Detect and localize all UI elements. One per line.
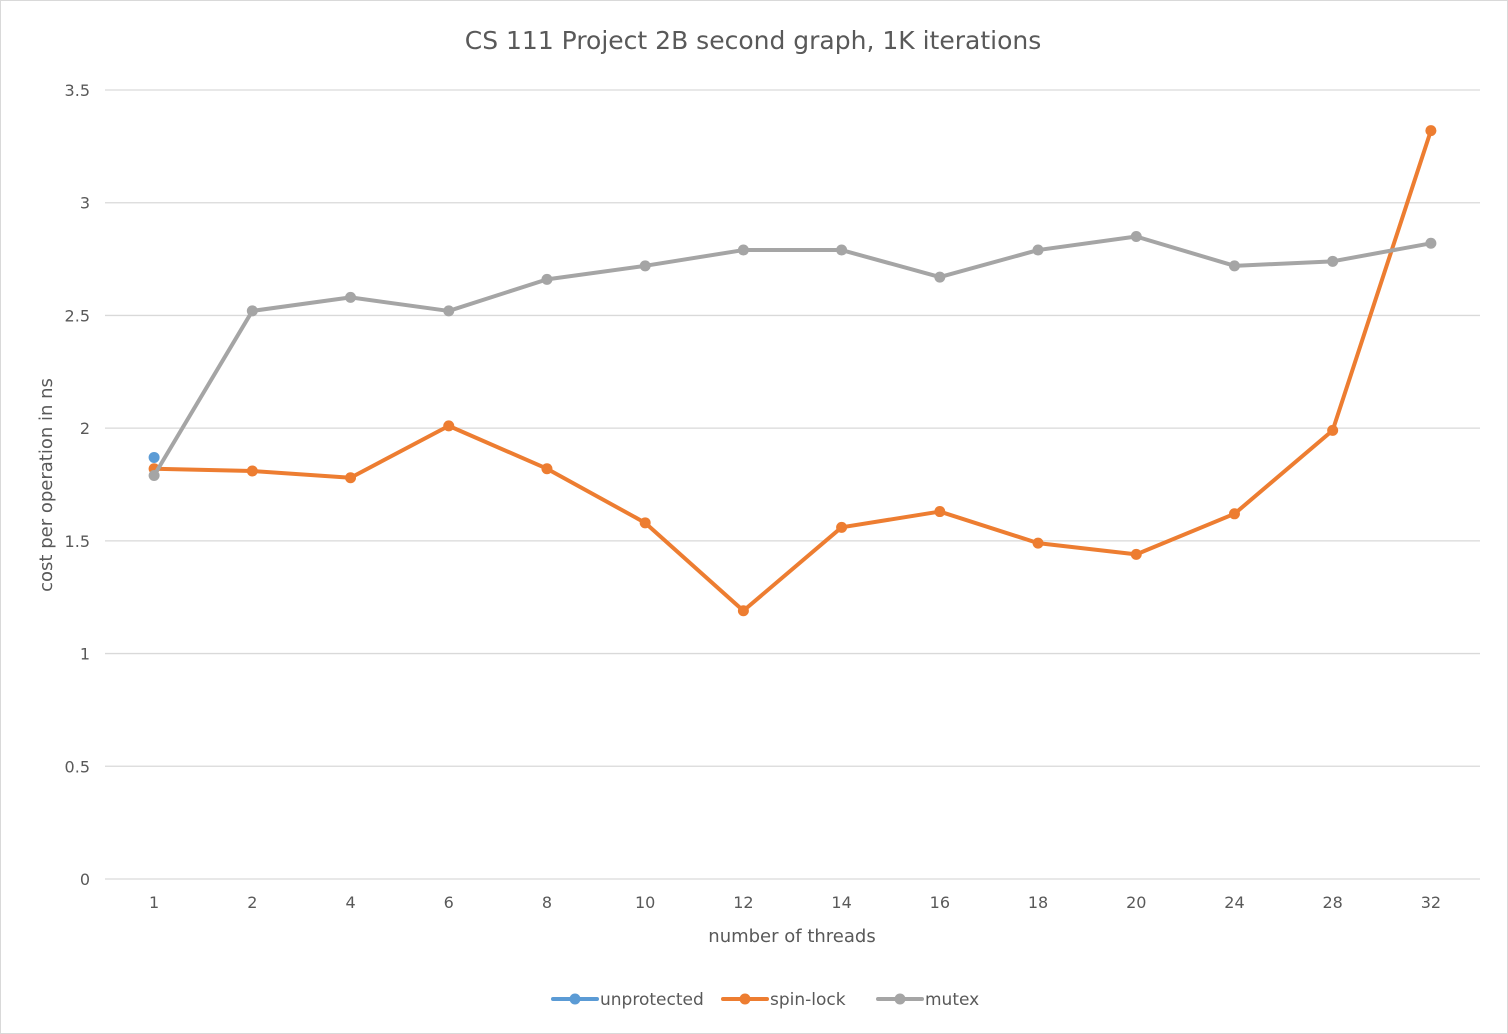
data-point-spin-lock [1228,508,1240,520]
y-tick-label: 2.5 [65,306,90,325]
data-point-spin-lock [246,465,258,477]
data-point-spin-lock [443,420,455,432]
x-tick-label: 6 [444,893,454,912]
x-tick-label: 20 [1126,893,1146,912]
y-tick-label: 3.5 [65,81,90,100]
y-tick-label: 2 [80,419,90,438]
data-point-spin-lock [1032,537,1044,549]
data-point-mutex [148,469,160,481]
data-point-spin-lock [836,521,848,533]
data-point-spin-lock [1327,424,1339,436]
x-axis-ticks: 1 2 4 6 8 10 12 14 16 18 20 24 28 32 [149,893,1441,912]
legend: unprotected spin-lock mutex [551,990,979,1010]
legend-marker [894,993,906,1005]
y-tick-label: 0.5 [65,757,90,776]
data-point-spin-lock [1425,125,1437,137]
legend-item-unprotected: unprotected [551,990,704,1010]
legend-label: mutex [925,990,979,1010]
data-point-mutex [1425,237,1437,249]
gridlines [105,89,1480,880]
x-tick-label: 4 [345,893,355,912]
series-unprotected [148,451,160,463]
data-point-mutex [1228,260,1240,272]
data-point-mutex [737,244,749,256]
x-axis-title: number of threads [708,926,875,947]
data-point-unprotected [148,451,160,463]
x-tick-label: 24 [1224,893,1244,912]
data-point-mutex [1327,255,1339,267]
legend-label: unprotected [600,990,704,1010]
series-spin-lock [148,125,1437,617]
legend-item-spin-lock: spin-lock [721,990,846,1010]
data-point-mutex [639,260,651,272]
data-point-spin-lock [639,517,651,529]
series-line-spin-lock [152,128,1433,613]
data-point-mutex [246,305,258,317]
data-point-mutex [443,305,455,317]
legend-item-mutex: mutex [876,990,979,1010]
x-tick-label: 28 [1322,893,1342,912]
data-point-mutex [836,244,848,256]
legend-label: spin-lock [770,990,846,1010]
x-tick-label: 14 [831,893,851,912]
x-tick-label: 2 [247,893,257,912]
legend-marker [569,993,581,1005]
y-axis-ticks: 0 0.5 1 1.5 2 2.5 3 3.5 [65,81,90,889]
x-tick-label: 1 [149,893,159,912]
chart-title: CS 111 Project 2B second graph, 1K itera… [465,26,1042,55]
data-point-mutex [934,271,946,283]
data-point-spin-lock [345,472,357,484]
series-line-mutex [152,234,1433,478]
data-point-spin-lock [934,506,946,518]
x-tick-label: 32 [1421,893,1441,912]
y-tick-label: 1 [80,645,90,664]
x-tick-label: 10 [635,893,655,912]
y-axis-title: cost per operation in ns [36,378,57,592]
series-lines [148,125,1437,617]
data-point-spin-lock [1130,548,1142,560]
y-tick-label: 0 [80,870,90,889]
x-tick-label: 8 [542,893,552,912]
legend-marker [739,993,751,1005]
x-tick-label: 16 [930,893,950,912]
data-point-mutex [345,291,357,303]
series-mutex [148,231,1437,481]
data-point-spin-lock [737,605,749,617]
x-tick-label: 18 [1028,893,1048,912]
data-point-mutex [1032,244,1044,256]
x-tick-label: 12 [733,893,753,912]
data-point-mutex [541,273,553,285]
y-tick-label: 1.5 [65,532,90,551]
data-point-mutex [1130,231,1142,243]
data-point-spin-lock [541,463,553,475]
y-tick-label: 3 [80,194,90,213]
